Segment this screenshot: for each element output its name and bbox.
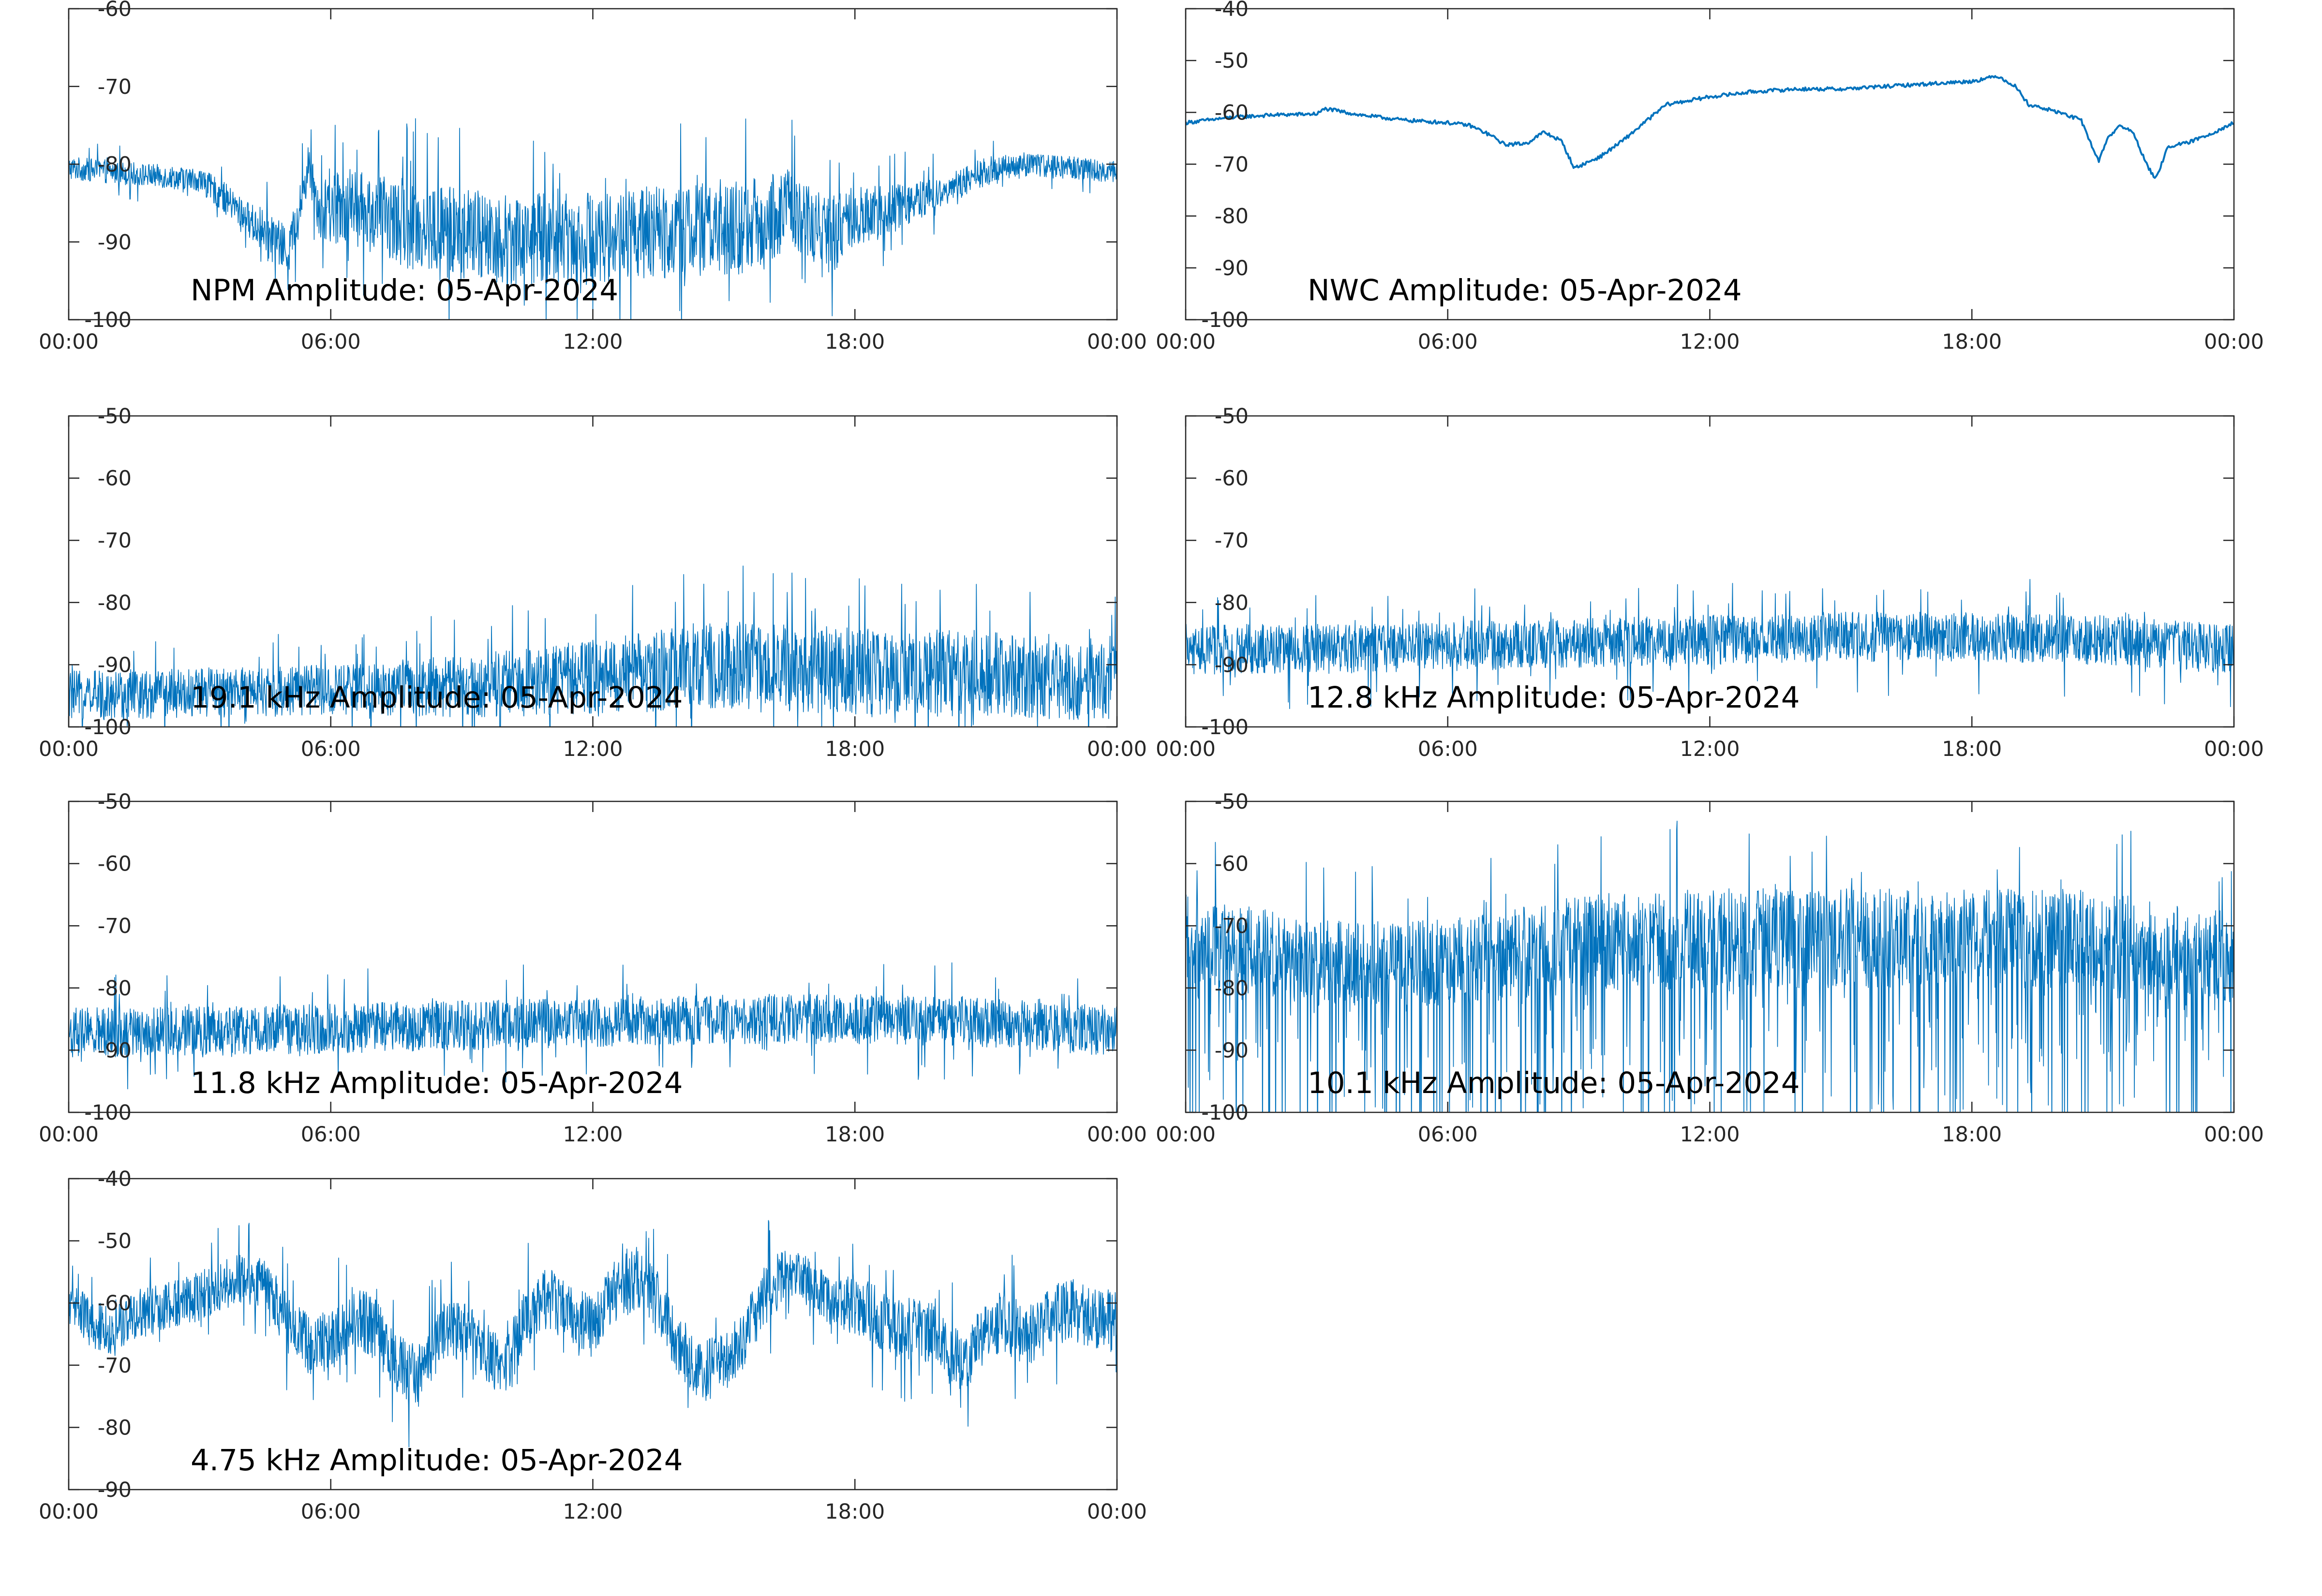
y-tick-label: -100 bbox=[1201, 715, 1249, 739]
x-tick-label: 06:00 bbox=[301, 1500, 361, 1524]
panel-title: 12.8 kHz Amplitude: 05-Apr-2024 bbox=[1308, 680, 1800, 715]
panel-nwc-amplitude: 00:00 06:00 12:00 18:00 00:00 -40 -50 -60 -70 -80… bbox=[1156, 0, 2264, 354]
x-tick-label: 00:00 bbox=[39, 1123, 99, 1147]
y-tick-label: -80 bbox=[98, 1416, 132, 1440]
y-tick-label: -100 bbox=[1201, 1101, 1249, 1125]
panel-title: NPM Amplitude: 05-Apr-2024 bbox=[191, 273, 618, 308]
y-tick-label: -50 bbox=[98, 404, 132, 429]
y-tick-label: -50 bbox=[1215, 790, 1249, 814]
panel-11-8-khz-amplitude: 00:00 06:00 12:00 18:00 00:00 -50 -60 -70 -80 -90… bbox=[39, 790, 1147, 1147]
y-tick-label: -60 bbox=[1215, 101, 1249, 125]
series-line bbox=[69, 962, 1117, 1090]
y-tick-label: -50 bbox=[1215, 404, 1249, 429]
y-tick-label: -100 bbox=[84, 1101, 132, 1125]
panel-title: 10.1 kHz Amplitude: 05-Apr-2024 bbox=[1308, 1066, 1800, 1100]
x-tick-label: 00:00 bbox=[1087, 330, 1147, 354]
y-tick-label: -100 bbox=[84, 308, 132, 332]
y-tick-label: -60 bbox=[98, 467, 132, 491]
x-tick-label: 00:00 bbox=[1087, 737, 1147, 761]
series-line bbox=[69, 118, 1117, 320]
y-tick-label: -90 bbox=[1215, 1038, 1249, 1063]
x-tick-label: 12:00 bbox=[1680, 1123, 1740, 1147]
x-tick-label: 00:00 bbox=[1087, 1123, 1147, 1147]
panel-10-1-khz-amplitude: 00:00 06:00 12:00 18:00 00:00 -50 -60 -70 -80 -90… bbox=[1156, 790, 2264, 1147]
y-tick-label: -70 bbox=[1215, 529, 1249, 553]
x-tick-label: 00:00 bbox=[1156, 1123, 1216, 1147]
x-tick-label: 12:00 bbox=[563, 330, 623, 354]
x-tick-label: 12:00 bbox=[563, 1500, 623, 1524]
x-tick-label: 00:00 bbox=[1087, 1500, 1147, 1524]
y-tick-label: -50 bbox=[98, 790, 132, 814]
y-tick-label: -80 bbox=[1215, 976, 1249, 1001]
x-tick-label: 00:00 bbox=[39, 737, 99, 761]
x-tick-label: 18:00 bbox=[825, 1123, 885, 1147]
y-tick-label: -90 bbox=[98, 230, 132, 254]
y-tick-label: -70 bbox=[98, 529, 132, 553]
series-line bbox=[1186, 579, 2234, 709]
y-tick-label: -80 bbox=[1215, 205, 1249, 229]
y-tick-label: -70 bbox=[98, 914, 132, 938]
series-line bbox=[1186, 75, 2234, 179]
panel-title: 19.1 kHz Amplitude: 05-Apr-2024 bbox=[191, 680, 683, 715]
x-tick-label: 06:00 bbox=[301, 330, 361, 354]
x-tick-label: 18:00 bbox=[825, 737, 885, 761]
y-tick-label: -90 bbox=[1215, 653, 1249, 677]
panel-19-1-khz-amplitude: 00:00 06:00 12:00 18:00 00:00 -50 -60 -70 -80 -90… bbox=[39, 404, 1147, 761]
series-line bbox=[69, 1220, 1117, 1448]
y-tick-label: -80 bbox=[98, 976, 132, 1001]
panel-title: 4.75 kHz Amplitude: 05-Apr-2024 bbox=[191, 1443, 683, 1478]
y-tick-label: -50 bbox=[1215, 49, 1249, 73]
x-tick-label: 18:00 bbox=[1942, 330, 2002, 354]
x-tick-label: 12:00 bbox=[1680, 330, 1740, 354]
y-tick-label: -100 bbox=[84, 715, 132, 739]
x-tick-label: 00:00 bbox=[2204, 737, 2264, 761]
x-tick-label: 12:00 bbox=[563, 1123, 623, 1147]
y-tick-label: -40 bbox=[1215, 0, 1249, 21]
y-tick-label: -80 bbox=[98, 153, 132, 177]
x-tick-label: 06:00 bbox=[1418, 737, 1478, 761]
x-tick-label: 06:00 bbox=[301, 737, 361, 761]
y-tick-label: -80 bbox=[98, 591, 132, 615]
panel-npm-amplitude: 00:00 06:00 12:00 18:00 00:00 -60 -70 -80 -90 -10… bbox=[39, 0, 1147, 354]
x-tick-label: 00:00 bbox=[1156, 330, 1216, 354]
y-tick-label: -90 bbox=[98, 1478, 132, 1502]
panel-title: 11.8 kHz Amplitude: 05-Apr-2024 bbox=[191, 1066, 683, 1100]
series-line bbox=[69, 565, 1117, 727]
panel-4-75-khz-amplitude: 00:00 06:00 12:00 18:00 00:00 -40 -50 -60 -70 -80… bbox=[39, 1167, 1147, 1524]
x-tick-label: 18:00 bbox=[1942, 737, 2002, 761]
y-tick-label: -90 bbox=[1215, 256, 1249, 281]
y-tick-label: -60 bbox=[98, 852, 132, 876]
x-tick-label: 18:00 bbox=[1942, 1123, 2002, 1147]
y-tick-label: -40 bbox=[98, 1167, 132, 1191]
x-tick-label: 06:00 bbox=[1418, 1123, 1478, 1147]
series-line bbox=[1186, 820, 2234, 1112]
x-tick-label: 18:00 bbox=[825, 330, 885, 354]
y-tick-label: -70 bbox=[98, 1354, 132, 1378]
panel-12-8-khz-amplitude: 00:00 06:00 12:00 18:00 00:00 -50 -60 -70 -80 -90… bbox=[1156, 404, 2264, 761]
y-tick-label: -60 bbox=[98, 1291, 132, 1315]
x-tick-label: 06:00 bbox=[1418, 330, 1478, 354]
y-tick-label: -60 bbox=[1215, 467, 1249, 491]
y-tick-label: -90 bbox=[98, 653, 132, 677]
x-tick-label: 06:00 bbox=[301, 1123, 361, 1147]
x-tick-label: 18:00 bbox=[825, 1500, 885, 1524]
panel-title: NWC Amplitude: 05-Apr-2024 bbox=[1308, 273, 1742, 308]
y-tick-label: -60 bbox=[98, 0, 132, 21]
x-tick-label: 12:00 bbox=[1680, 737, 1740, 761]
y-tick-label: -80 bbox=[1215, 591, 1249, 615]
y-tick-label: -70 bbox=[98, 75, 132, 99]
x-tick-label: 00:00 bbox=[39, 1500, 99, 1524]
x-tick-label: 00:00 bbox=[1156, 737, 1216, 761]
y-tick-label: -70 bbox=[1215, 153, 1249, 177]
x-tick-label: 00:00 bbox=[2204, 330, 2264, 354]
y-tick-label: -100 bbox=[1201, 308, 1249, 332]
y-tick-label: -50 bbox=[98, 1229, 132, 1254]
x-tick-label: 12:00 bbox=[563, 737, 623, 761]
y-tick-label: -70 bbox=[1215, 914, 1249, 938]
y-tick-label: -90 bbox=[98, 1038, 132, 1063]
y-tick-label: -60 bbox=[1215, 852, 1249, 876]
x-tick-label: 00:00 bbox=[2204, 1123, 2264, 1147]
x-tick-label: 00:00 bbox=[39, 330, 99, 354]
